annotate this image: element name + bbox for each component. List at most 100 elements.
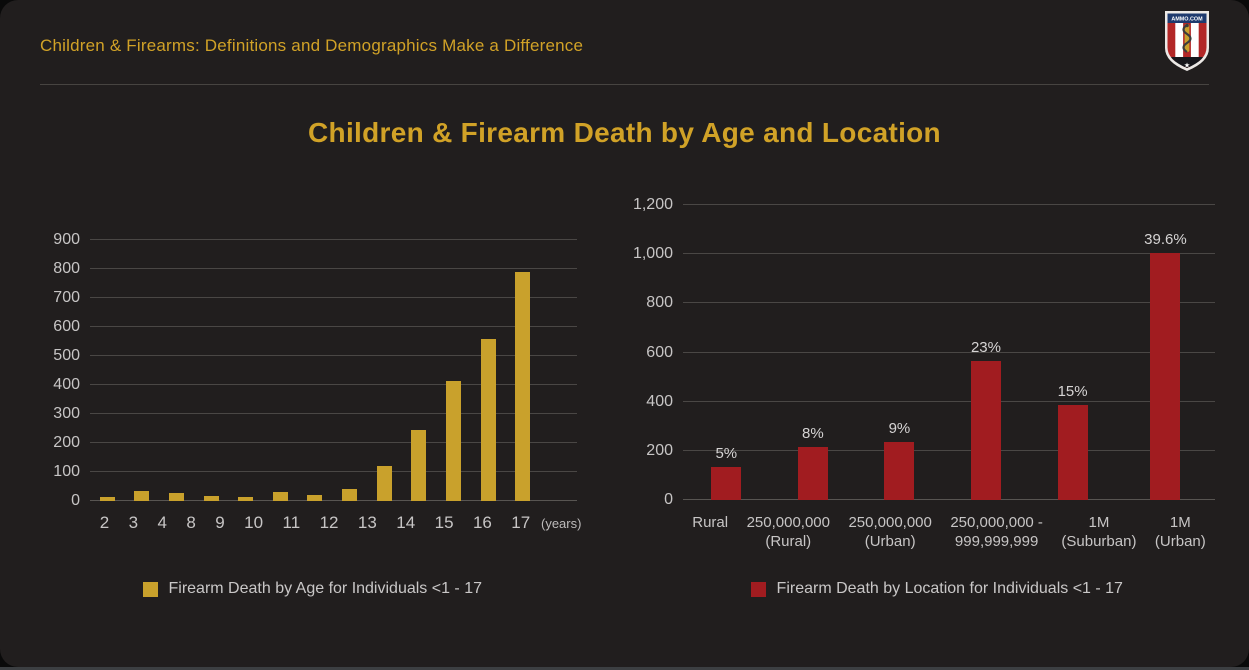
bar-column: 39.6% bbox=[1144, 231, 1187, 500]
legend-row: Firearm Death by Age for Individuals <1 … bbox=[0, 580, 1249, 598]
header-title: Children & Firearms: Definitions and Dem… bbox=[40, 36, 584, 55]
y-tick-label: 800 bbox=[646, 294, 673, 312]
gridline bbox=[683, 204, 1215, 205]
x-tick-label: 15 bbox=[434, 513, 454, 532]
y-tick-label: 400 bbox=[53, 376, 80, 393]
firearm-death-by-location-bar bbox=[711, 466, 742, 500]
age-bar-chart: 900 800 700 600 500 400 300 200 100 0 2 3 4 8 9 10 11 12… bbox=[35, 231, 595, 550]
logo-star-icon: ★ bbox=[1184, 62, 1190, 70]
y-tick-label: 200 bbox=[53, 434, 80, 451]
logo-bullet bbox=[1184, 24, 1190, 52]
y-tick-label: 900 bbox=[53, 231, 80, 248]
bar-value-label: 15% bbox=[1057, 383, 1088, 401]
firearm-death-by-age-bar bbox=[203, 496, 219, 501]
y-tick-label: 600 bbox=[53, 318, 80, 335]
y-tick-label: 300 bbox=[53, 405, 80, 422]
bar-column bbox=[238, 496, 254, 501]
age-chart-bars bbox=[90, 210, 540, 501]
gridline bbox=[90, 384, 577, 385]
firearm-death-by-age-bar bbox=[342, 488, 358, 501]
gridline bbox=[90, 326, 577, 327]
firearm-death-by-age-bar bbox=[99, 496, 115, 501]
gridline bbox=[90, 297, 577, 298]
gridline bbox=[683, 253, 1215, 255]
x-tick-label: 4 bbox=[157, 513, 167, 532]
gridline bbox=[683, 400, 1215, 402]
gridline bbox=[90, 442, 577, 443]
bar-column bbox=[99, 496, 115, 501]
age-chart-x-axis: 2 3 4 8 9 10 11 12 13 14 15 16 17 bbox=[90, 513, 540, 533]
location-chart-legend: Firearm Death by Location for Individual… bbox=[625, 580, 1249, 598]
x-tick-label: 16 bbox=[472, 513, 492, 532]
bottom-edge-line bbox=[0, 667, 1249, 670]
bar-column bbox=[203, 496, 219, 501]
gridline bbox=[90, 355, 577, 356]
y-tick-label: 600 bbox=[646, 343, 673, 361]
x-tick-label: 11 bbox=[282, 513, 301, 532]
firearm-death-by-location-bar bbox=[1057, 405, 1088, 500]
x-tick-label: 250,000,000 (Urban) bbox=[848, 514, 932, 550]
ammo-logo-icon: AMMO.COM ★ bbox=[1165, 11, 1209, 71]
x-tick-label: 3 bbox=[128, 513, 139, 532]
y-tick-label: 0 bbox=[664, 491, 673, 508]
gridline bbox=[90, 239, 577, 240]
x-tick-label: 13 bbox=[357, 513, 377, 532]
firearm-death-by-location-bar bbox=[884, 442, 915, 500]
bar-column bbox=[342, 488, 358, 501]
header-divider bbox=[40, 84, 1209, 85]
gridline bbox=[683, 449, 1215, 451]
y-tick-label: 200 bbox=[646, 441, 673, 459]
x-tick-label: 12 bbox=[319, 513, 339, 532]
gridline bbox=[90, 268, 577, 269]
bar-value-label: 9% bbox=[888, 420, 911, 438]
bar-value-label: 39.6% bbox=[1144, 230, 1187, 248]
bar-column: 15% bbox=[1058, 383, 1088, 500]
location-bar-chart: 1,200 1,000 800 600 400 200 0 5% 8% 9% 23% 15% 39.6… bbox=[628, 196, 1228, 565]
x-tick-label: 9 bbox=[215, 513, 225, 532]
bar-value-label: 5% bbox=[715, 444, 738, 462]
firearm-death-by-location-bar bbox=[970, 361, 1001, 500]
location-legend-swatch bbox=[750, 581, 766, 597]
firearm-death-by-age-bar bbox=[169, 492, 185, 501]
age-chart-y-axis: 900 800 700 600 500 400 300 200 100 0 bbox=[35, 231, 80, 509]
bar-column bbox=[272, 492, 288, 501]
bar-column bbox=[307, 494, 323, 501]
bar-value-label: 8% bbox=[802, 425, 824, 443]
firearm-death-by-age-bar bbox=[411, 429, 427, 501]
location-chart-bars: 5% 8% 9% 23% 15% 39.6% bbox=[683, 175, 1215, 500]
gridline bbox=[683, 302, 1215, 304]
firearm-death-by-age-bar bbox=[134, 491, 150, 501]
age-legend-swatch bbox=[142, 581, 158, 597]
gridline bbox=[683, 499, 1215, 500]
bar-column: 9% bbox=[884, 420, 915, 500]
firearm-death-by-age-bar bbox=[238, 496, 254, 501]
bar-value-label: 23% bbox=[970, 339, 1001, 357]
firearm-death-by-location-bar bbox=[1150, 252, 1181, 500]
x-tick-label: 1M (Urban) bbox=[1154, 514, 1206, 550]
bar-column bbox=[480, 338, 496, 501]
age-legend-label: Firearm Death by Age for Individuals <1 … bbox=[168, 580, 483, 597]
bar-column bbox=[169, 492, 185, 501]
y-tick-label: 800 bbox=[53, 260, 80, 277]
y-tick-label: 1,200 bbox=[632, 196, 673, 213]
y-tick-label: 400 bbox=[646, 392, 673, 410]
bar-column bbox=[376, 465, 392, 501]
logo-text: AMMO.COM bbox=[1171, 17, 1203, 23]
x-tick-label: 8 bbox=[186, 513, 196, 532]
gridline bbox=[90, 471, 577, 472]
x-tick-label: 1M (Suburban) bbox=[1061, 514, 1137, 550]
location-chart-y-axis: 1,200 1,000 800 600 400 200 0 bbox=[628, 196, 673, 508]
gridline bbox=[90, 500, 577, 501]
firearm-death-by-age-bar bbox=[376, 465, 392, 501]
age-chart-plot-area bbox=[90, 239, 577, 501]
y-tick-label: 100 bbox=[53, 463, 80, 480]
firearm-death-by-age-bar bbox=[515, 271, 531, 501]
y-tick-label: 500 bbox=[53, 347, 80, 364]
bar-column: 23% bbox=[971, 339, 1001, 500]
bar-column bbox=[134, 491, 150, 501]
location-chart-plot-area: 5% 8% 9% 23% 15% 39.6% bbox=[683, 204, 1215, 500]
x-tick-label: 250,000,000 (Rural) bbox=[746, 514, 830, 550]
y-tick-label: 1,000 bbox=[632, 245, 673, 263]
